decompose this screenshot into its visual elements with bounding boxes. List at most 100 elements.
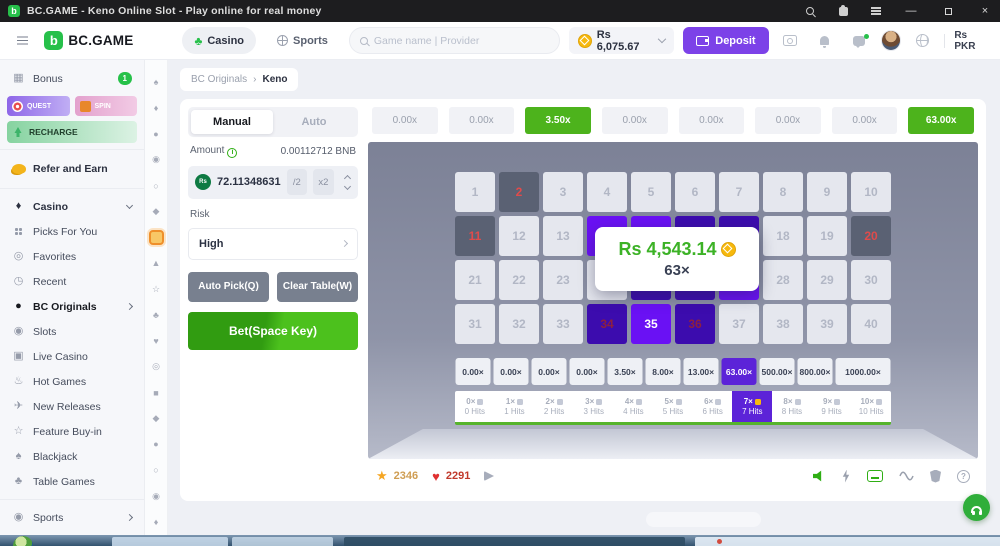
game-shortcut-icon[interactable]: ♠ [153, 76, 159, 87]
spin-button[interactable]: SPIN [74, 96, 137, 116]
brand-logo[interactable]: BC.GAME [44, 31, 133, 50]
sidebar-item-sports[interactable]: ◉ Sports [7, 505, 137, 530]
game-shortcut-icon[interactable]: ☆ [151, 283, 161, 294]
notifications-button[interactable] [812, 36, 837, 48]
game-shortcut-icon[interactable]: ◆ [152, 413, 160, 424]
sound-icon[interactable] [813, 470, 822, 482]
amount-value[interactable]: 72.11348631 [217, 176, 281, 188]
half-bet-button[interactable]: /2 [286, 169, 308, 195]
language-button[interactable] [910, 34, 935, 47]
bet-button[interactable]: Bet(Space Key) [188, 311, 358, 350]
sidebar-item-feature-buy-in[interactable]: ☆ Feature Buy-in [7, 419, 137, 444]
game-shortcut-icon[interactable]: ● [153, 128, 159, 139]
keno-cell[interactable]: 12 [499, 216, 539, 256]
sidebar-item-casino[interactable]: ♦ Casino [7, 194, 137, 219]
amount-input[interactable]: Rs 72.11348631 /2 x2 [188, 165, 358, 199]
keno-cell[interactable]: 21 [455, 260, 495, 300]
sidebar-item-live-casino[interactable]: ▣ Live Casino [7, 344, 137, 369]
start-button[interactable] [13, 536, 33, 546]
keno-cell-drawn-miss[interactable]: 2 [499, 172, 539, 212]
keno-cell[interactable]: 22 [499, 260, 539, 300]
keno-cell-drawn-miss[interactable]: 20 [851, 216, 891, 256]
keno-cell[interactable]: 10 [851, 172, 891, 212]
game-search[interactable] [348, 27, 560, 54]
sidebar-toggle-button[interactable] [10, 28, 35, 54]
restore-button[interactable] [933, 0, 963, 22]
keno-cell[interactable]: 5 [631, 172, 671, 212]
browser-zoom-icon[interactable] [797, 0, 823, 22]
step-down-icon[interactable] [343, 182, 351, 190]
vault-button[interactable] [778, 35, 803, 46]
game-shortcut-keno-active[interactable] [145, 224, 167, 250]
keno-cell[interactable]: 38 [763, 304, 803, 344]
game-shortcut-icon[interactable]: ◆ [152, 205, 160, 216]
keno-cell-picked[interactable]: 35 [631, 304, 671, 344]
search-input[interactable] [373, 34, 534, 47]
sidebar-item-picks-for-you[interactable]: Picks For You [7, 219, 137, 244]
keno-cell[interactable]: 23 [543, 260, 583, 300]
game-shortcut-icon[interactable]: ♥ [153, 335, 159, 346]
recharge-button[interactable]: RECHARGE [7, 121, 137, 143]
balance-selector[interactable]: Rs 6,075.67 [568, 27, 675, 54]
tab-sports[interactable]: Sports [265, 27, 340, 54]
risk-select[interactable]: High [188, 227, 358, 260]
double-bet-button[interactable]: x2 [313, 169, 334, 195]
chat-button[interactable] [846, 33, 871, 48]
breadcrumb-parent[interactable]: BC Originals [191, 74, 248, 85]
game-shortcut-icon[interactable]: ♣ [153, 309, 159, 320]
sidebar-item-blackjack[interactable]: ♠ Blackjack [7, 444, 137, 469]
taskbar-button[interactable] [232, 537, 333, 546]
keno-cell[interactable]: 39 [807, 304, 847, 344]
leaderboard-icon[interactable] [930, 469, 941, 483]
tab-auto[interactable]: Auto [301, 116, 327, 128]
auto-pick-button[interactable]: Auto Pick(Q) [188, 271, 269, 302]
minimize-button[interactable]: — [905, 5, 917, 17]
keno-cell[interactable]: 8 [763, 172, 803, 212]
avatar[interactable] [880, 30, 902, 51]
game-shortcut-icon[interactable]: ◉ [152, 490, 160, 501]
keno-cell[interactable]: 9 [807, 172, 847, 212]
keno-cell[interactable]: 31 [455, 304, 495, 344]
game-shortcut-icon[interactable]: ■ [153, 387, 159, 398]
help-icon[interactable] [957, 469, 970, 483]
keno-cell[interactable]: 32 [499, 304, 539, 344]
extensions-icon[interactable] [830, 0, 856, 22]
keno-cell[interactable]: 1 [455, 172, 495, 212]
hotkeys-icon[interactable] [867, 470, 883, 482]
keno-cell[interactable]: 33 [543, 304, 583, 344]
keno-cell[interactable]: 29 [807, 260, 847, 300]
keno-cell[interactable]: 28 [763, 260, 803, 300]
sidebar-item-new-releases[interactable]: ✈ New Releases [7, 394, 137, 419]
support-button[interactable] [963, 494, 990, 521]
deposit-button[interactable]: Deposit [683, 27, 769, 54]
star-icon[interactable]: ★ [376, 468, 388, 483]
step-up-icon[interactable] [343, 174, 351, 182]
keno-cell[interactable]: 30 [851, 260, 891, 300]
keno-cell[interactable]: 37 [719, 304, 759, 344]
amount-stepper[interactable] [340, 169, 355, 195]
keno-cell[interactable]: 6 [675, 172, 715, 212]
sidebar-item-recent[interactable]: ◷ Recent [7, 269, 137, 294]
sidebar-item-slots[interactable]: ◉ Slots [7, 319, 137, 344]
game-shortcut-icon[interactable]: ● [153, 439, 159, 450]
sidebar-item-refer-and-earn[interactable]: Refer and Earn [7, 155, 137, 183]
sidebar-item-bonus[interactable]: ▦ Bonus 1 [7, 66, 137, 91]
heart-icon[interactable]: ♥ [432, 468, 440, 484]
taskbar-button[interactable] [695, 537, 1000, 546]
keno-cell-drawn-miss[interactable]: 11 [455, 216, 495, 256]
game-shortcut-icon[interactable]: ♦ [153, 102, 159, 113]
sidebar-item-table-games[interactable]: ♣ Table Games [7, 469, 137, 494]
taskbar-button[interactable] [344, 537, 685, 546]
tab-casino[interactable]: ♣ Casino [182, 27, 257, 54]
game-shortcut-icon[interactable]: ○ [153, 465, 159, 476]
taskbar-button[interactable] [112, 537, 228, 546]
quest-button[interactable]: QUEST [7, 96, 70, 116]
close-button[interactable]: × [981, 5, 989, 17]
game-shortcut-icon[interactable]: ◉ [152, 154, 160, 165]
keno-cell-hit[interactable]: 34 [587, 304, 627, 344]
keno-cell[interactable]: 3 [543, 172, 583, 212]
keno-cell[interactable]: 4 [587, 172, 627, 212]
info-icon[interactable] [227, 147, 238, 158]
keno-cell[interactable]: 18 [763, 216, 803, 256]
game-shortcut-icon[interactable]: ○ [153, 180, 159, 191]
